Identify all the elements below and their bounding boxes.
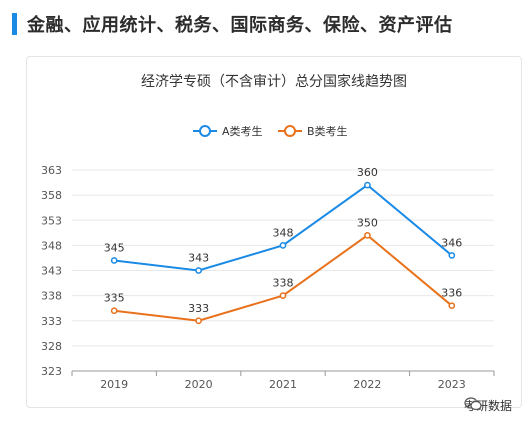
chart-title: 经济学专硕（不含审计）总分国家线趋势图: [141, 73, 407, 90]
data-point: [448, 252, 456, 259]
x-tick-label: 2022: [353, 378, 381, 391]
y-tick-label: 323: [41, 365, 62, 378]
legend-marker: [284, 125, 296, 137]
grid-lines: [72, 169, 494, 347]
legend-label: B类考生: [307, 124, 348, 138]
legend-item-b: B类考生: [278, 124, 348, 138]
x-tick-label: 2023: [438, 378, 466, 391]
data-point: [448, 302, 456, 310]
data-label: 360: [357, 166, 378, 179]
data-label: 338: [273, 277, 294, 290]
data-label: 336: [441, 287, 462, 300]
data-point: [110, 307, 118, 315]
heading-accent-bar: [12, 13, 17, 35]
data-point: [364, 231, 371, 239]
y-tick-label: 358: [41, 189, 62, 202]
data-label: 335: [104, 292, 125, 305]
y-axis: 323 328 333 338 343 348 353 358 363: [41, 164, 62, 378]
data-label: 348: [273, 226, 294, 239]
x-axis: 2019 2020 2021 2022 2023: [71, 370, 495, 391]
y-tick-label: 338: [41, 290, 62, 303]
y-tick-label: 353: [41, 214, 62, 227]
series-group: 345 343 348 360 346 335 333 338 350 336: [104, 166, 462, 325]
y-tick-label: 363: [41, 164, 62, 177]
data-label: 333: [188, 302, 209, 315]
legend: A类考生 B类考生: [193, 124, 348, 138]
heading-text: 金融、应用统计、税务、国际商务、保险、资产评估: [27, 15, 453, 36]
y-tick-label: 348: [41, 239, 62, 252]
data-label: 350: [357, 216, 378, 229]
data-point: [279, 242, 287, 249]
watermark: 考研数据: [464, 397, 512, 414]
chart-card: [26, 56, 522, 408]
series-b: 335 333 338 350 336: [104, 216, 462, 325]
data-label: 345: [104, 241, 125, 254]
legend-label: A类考生: [222, 124, 263, 138]
wechat-icon: [464, 397, 482, 411]
y-tick-label: 333: [41, 315, 62, 328]
section-heading: 金融、应用统计、税务、国际商务、保险、资产评估: [0, 9, 453, 39]
x-tick-label: 2019: [100, 378, 128, 391]
data-point: [279, 292, 287, 299]
data-label: 343: [188, 252, 209, 265]
data-point: [195, 267, 202, 274]
data-point: [364, 181, 371, 189]
legend-marker: [199, 125, 211, 137]
y-tick-label: 343: [41, 265, 62, 278]
data-label: 346: [441, 236, 462, 249]
legend-item-a: A类考生: [193, 124, 263, 138]
data-point: [195, 317, 202, 325]
x-tick-label: 2021: [269, 378, 297, 391]
x-tick-label: 2020: [185, 378, 213, 391]
data-point: [110, 257, 118, 264]
series-a: 345 343 348 360 346: [104, 166, 462, 274]
y-tick-label: 328: [41, 340, 62, 353]
